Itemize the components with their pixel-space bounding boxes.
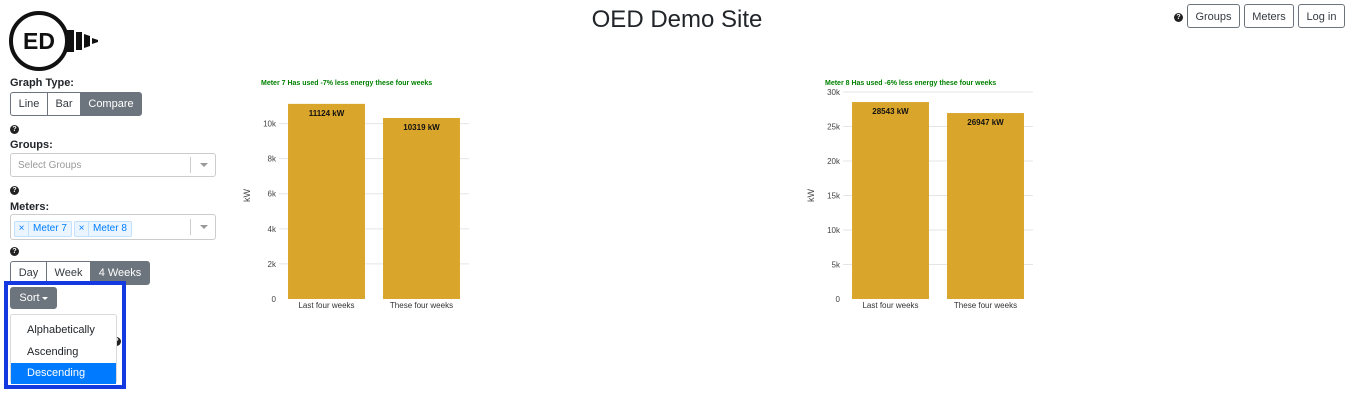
bar-value-label: 11124 kW xyxy=(309,109,345,118)
groups-button[interactable]: Groups xyxy=(1187,4,1240,28)
graph-type-compare-button[interactable]: Compare xyxy=(80,92,142,116)
bar xyxy=(947,113,1024,299)
sort-menu: Alphabetically Ascending Descending xyxy=(10,314,117,384)
meter-7-chart: Meter 7 Has used -7% less energy these f… xyxy=(242,80,469,310)
sort-button[interactable]: Sort xyxy=(10,287,57,309)
graph-type-label: Graph Type: xyxy=(10,77,74,89)
chevron-down-icon[interactable] xyxy=(200,163,208,167)
meter-tag: × Meter 8 xyxy=(74,221,132,237)
sort-label: Sort xyxy=(19,292,40,304)
x-tick-label: Last four weeks xyxy=(862,301,918,310)
y-tick-label: 10k xyxy=(827,226,841,235)
help-icon[interactable]: ? xyxy=(10,118,19,136)
page-title: OED Demo Site xyxy=(591,6,763,33)
sort-option-ascending[interactable]: Ascending xyxy=(27,346,79,358)
groups-label: Groups: xyxy=(10,139,53,151)
graph-type-bar-button[interactable]: Bar xyxy=(47,92,81,116)
remove-icon[interactable]: × xyxy=(15,222,29,236)
meters-button[interactable]: Meters xyxy=(1244,4,1294,28)
graph-type-line-button[interactable]: Line xyxy=(10,92,48,116)
highlight-box xyxy=(4,281,126,389)
bar xyxy=(852,102,929,299)
caret-down-icon xyxy=(41,296,48,300)
x-tick-label: Last four weeks xyxy=(298,301,354,310)
help-icon[interactable]: ? xyxy=(1174,10,1183,22)
help-icon[interactable]: ? xyxy=(10,179,19,197)
y-tick-label: 6k xyxy=(268,190,277,199)
select-separator xyxy=(190,157,191,173)
meters-label: Meters: xyxy=(10,201,50,213)
y-tick-label: 8k xyxy=(268,155,277,164)
groups-placeholder: Select Groups xyxy=(18,160,82,171)
remove-icon[interactable]: × xyxy=(75,222,89,236)
select-separator xyxy=(190,219,191,235)
groups-select[interactable]: Select Groups xyxy=(10,153,216,177)
x-tick-label: These four weeks xyxy=(390,301,453,310)
meter-tag-label: Meter 7 xyxy=(33,223,67,234)
y-tick-label: 0 xyxy=(836,295,841,304)
y-tick-label: 25k xyxy=(827,123,841,132)
sort-option-descending[interactable]: Descending xyxy=(11,363,116,384)
y-tick-label: 2k xyxy=(268,260,277,269)
bar xyxy=(383,117,460,299)
sort-option-alphabetically[interactable]: Alphabetically xyxy=(27,324,95,336)
meter-tag-label: Meter 8 xyxy=(93,223,127,234)
bar-value-label: 28543 kW xyxy=(872,107,909,116)
meter-8-chart: Meter 8 Has used -6% less energy these f… xyxy=(806,80,1033,310)
y-tick-label: 0 xyxy=(272,295,277,304)
y-tick-label: 30k xyxy=(827,88,841,97)
chevron-down-icon[interactable] xyxy=(200,225,208,229)
logo-text: ED xyxy=(23,28,55,54)
chart-title: Meter 7 Has used -7% less energy these f… xyxy=(261,80,432,87)
y-axis-label: kW xyxy=(242,189,252,203)
chart-title: Meter 8 Has used -6% less energy these f… xyxy=(825,80,996,87)
bar-value-label: 26947 kW xyxy=(967,118,1004,127)
bar-value-label: 10319 kW xyxy=(403,123,440,132)
graph-type-group: Line Bar Compare xyxy=(10,92,142,116)
y-tick-label: 10k xyxy=(263,120,277,129)
oed-logo: ED xyxy=(9,11,98,71)
meters-select[interactable]: × Meter 7 × Meter 8 xyxy=(10,214,216,240)
y-tick-label: 20k xyxy=(827,157,841,166)
bar xyxy=(288,103,365,299)
y-tick-label: 15k xyxy=(827,192,841,201)
help-icon[interactable]: ? xyxy=(10,240,19,258)
x-tick-label: These four weeks xyxy=(954,301,1017,310)
login-button[interactable]: Log in xyxy=(1298,4,1345,28)
y-tick-label: 5k xyxy=(832,261,841,270)
meter-tag: × Meter 7 xyxy=(14,221,72,237)
y-tick-label: 4k xyxy=(268,225,277,234)
y-axis-label: kW xyxy=(806,189,816,203)
